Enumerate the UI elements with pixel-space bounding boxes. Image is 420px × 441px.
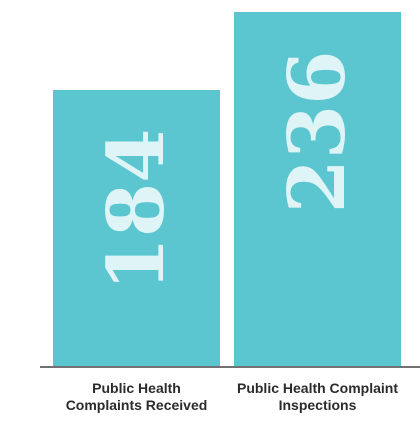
value-label: 184 — [91, 129, 182, 292]
bar — [234, 12, 401, 366]
value-label: 236 — [272, 51, 363, 214]
category-label: Public Health Complaint Inspections — [236, 380, 398, 413]
bar — [53, 90, 220, 366]
category-label: Public Health Complaints Received — [65, 380, 208, 413]
